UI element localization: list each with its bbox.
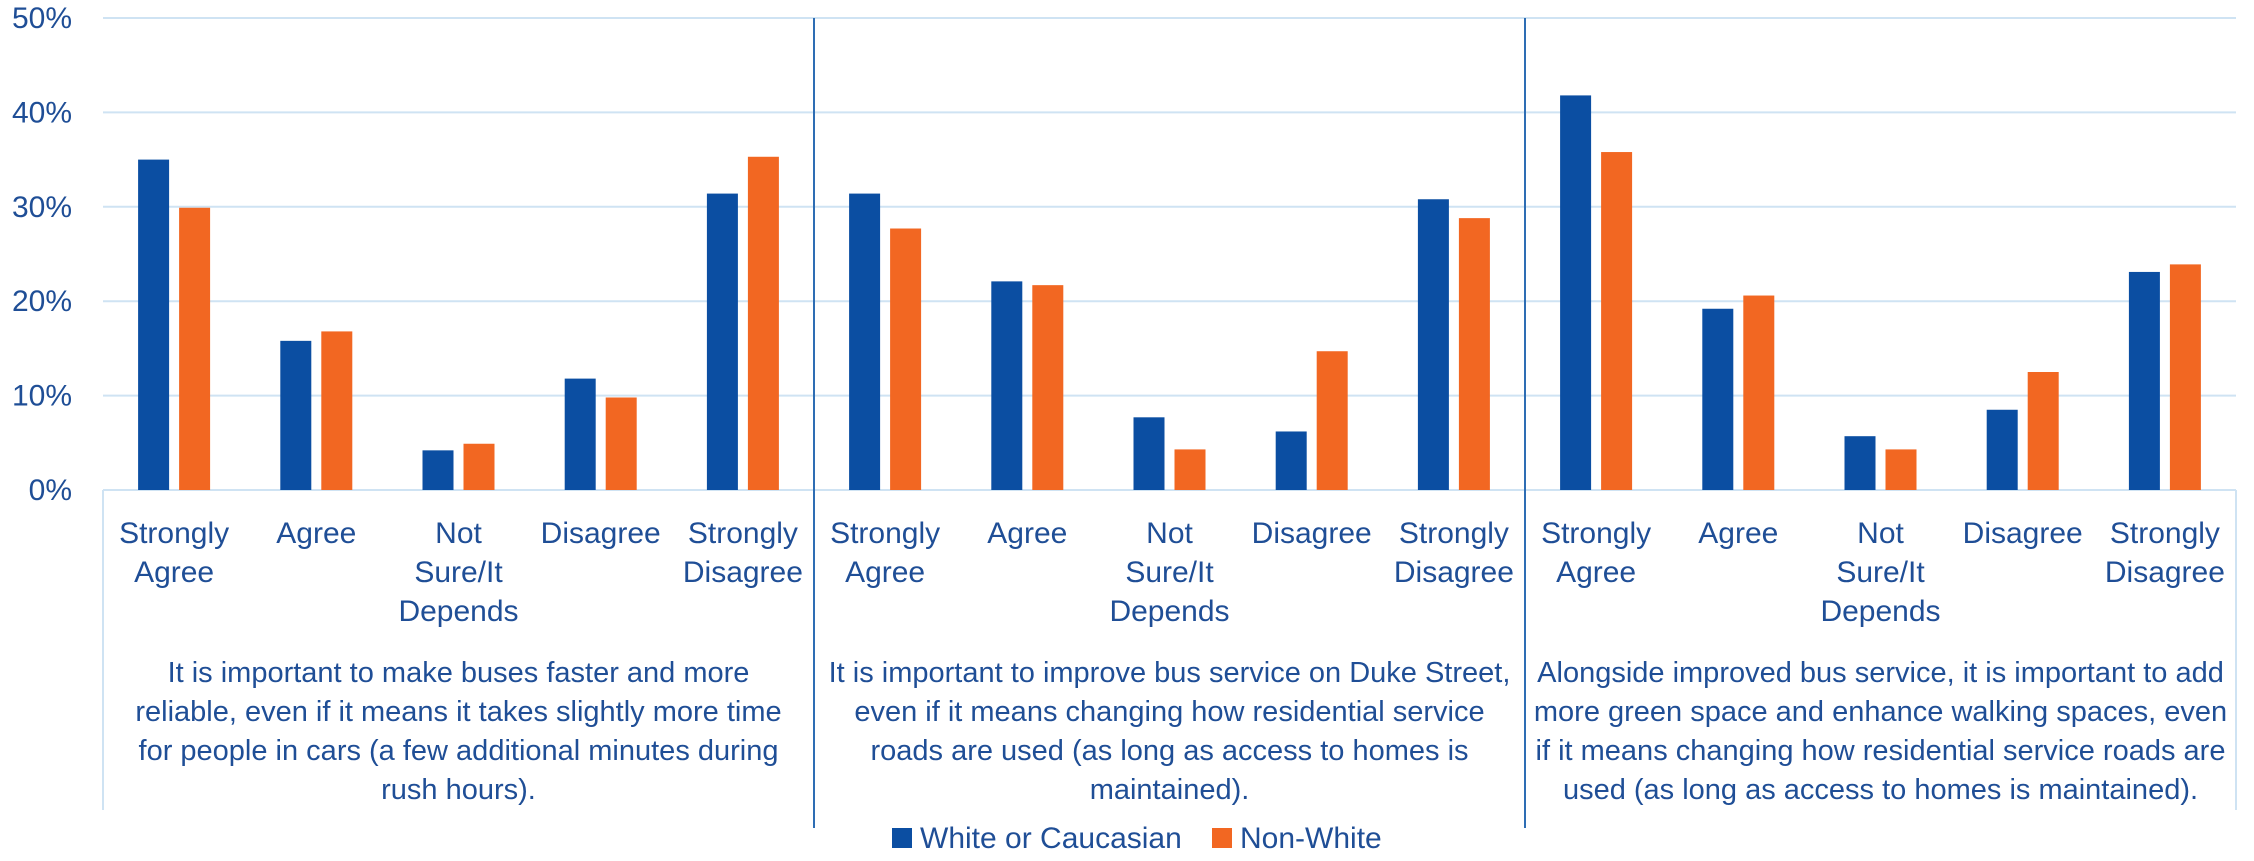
category-label: Agree <box>1698 517 1778 550</box>
group-caption-line: for people in cars (a few additional min… <box>139 735 779 767</box>
bar-non-white <box>1885 449 1917 490</box>
bar-white-or-caucasian <box>2128 271 2160 490</box>
category-label: Strongly Disagree <box>683 517 803 589</box>
legend-label: Non-White <box>1240 822 1382 855</box>
category-label: Strongly Disagree <box>1394 517 1514 589</box>
category-label: Strongly Disagree <box>2105 517 2225 589</box>
category-label-line: Sure/It <box>1836 556 1925 589</box>
group-caption-line: roads are used (as long as access to hom… <box>870 735 1468 767</box>
bar-non-white <box>890 228 922 490</box>
category-label-line: Depends <box>398 595 518 628</box>
legend-swatch <box>892 828 912 848</box>
category-label: Not Sure/It Depends <box>1109 517 1229 628</box>
group-caption-line: maintained). <box>1090 774 1250 806</box>
y-tick-label: 10% <box>12 380 72 413</box>
legend-label: White or Caucasian <box>920 822 1182 855</box>
bar-white-or-caucasian <box>706 193 738 491</box>
group-caption: It is important to make buses faster and… <box>135 657 781 806</box>
category-label-line: Agree <box>1556 556 1636 589</box>
category-label-line: Strongly <box>2110 517 2220 550</box>
bar-non-white <box>1174 449 1206 490</box>
category-label-line: Disagree <box>2105 556 2225 589</box>
category-label-line: Not <box>1857 517 1904 550</box>
category-label: Disagree <box>1963 517 2083 550</box>
bar-white-or-caucasian <box>1702 308 1734 490</box>
y-tick-label: 30% <box>12 191 72 224</box>
category-label: Strongly Agree <box>1541 517 1651 589</box>
bar-white-or-caucasian <box>1275 431 1307 490</box>
bar-white-or-caucasian <box>1986 409 2018 490</box>
category-label-line: Agree <box>987 517 1067 550</box>
group-caption-line: if it means changing how residential ser… <box>1536 735 2226 767</box>
category-label-line: Agree <box>1698 517 1778 550</box>
bar-non-white <box>179 207 211 490</box>
category-label-line: Disagree <box>1252 517 1372 550</box>
y-tick-label: 0% <box>29 474 72 507</box>
bar-non-white <box>1601 152 1633 490</box>
group-caption-line: It is important to make buses faster and… <box>168 657 750 689</box>
category-label-line: Disagree <box>683 556 803 589</box>
category-label: Agree <box>987 517 1067 550</box>
category-label-line: Not <box>435 517 482 550</box>
group-caption-line: even if it means changing how residentia… <box>854 696 1484 728</box>
group-caption-line: It is important to improve bus service o… <box>829 657 1511 689</box>
y-tick-label: 50% <box>12 2 72 35</box>
bar-non-white <box>1032 285 1064 490</box>
category-label-line: Not <box>1146 517 1193 550</box>
bar-non-white <box>1743 295 1775 490</box>
group-caption: It is important to improve bus service o… <box>829 657 1511 806</box>
legend-swatch <box>1212 828 1232 848</box>
bar-non-white <box>747 156 779 490</box>
bar-non-white <box>1316 351 1348 490</box>
bar-non-white <box>2027 372 2059 490</box>
category-label-line: Agree <box>134 556 214 589</box>
bar-white-or-caucasian <box>422 450 454 490</box>
bar-white-or-caucasian <box>138 159 170 490</box>
y-tick-label: 20% <box>12 285 72 318</box>
bar-white-or-caucasian <box>564 378 596 490</box>
category-label-line: Strongly <box>688 517 798 550</box>
category-label-line: Disagree <box>541 517 661 550</box>
category-label-line: Agree <box>276 517 356 550</box>
bar-non-white <box>605 397 637 490</box>
category-label: Disagree <box>1252 517 1372 550</box>
bar-white-or-caucasian <box>991 281 1023 490</box>
bar-white-or-caucasian <box>1133 417 1165 490</box>
group-caption-line: used (as long as access to homes is main… <box>1563 774 2198 806</box>
group-caption: Alongside improved bus service, it is im… <box>1534 657 2227 806</box>
category-label: Strongly Agree <box>830 517 940 589</box>
category-label-line: Agree <box>845 556 925 589</box>
bar-white-or-caucasian <box>1844 436 1876 490</box>
group-caption-line: rush hours). <box>381 774 536 806</box>
bar-white-or-caucasian <box>1560 95 1592 491</box>
bar-non-white <box>2169 264 2201 490</box>
category-label-line: Sure/It <box>1125 556 1214 589</box>
bar-white-or-caucasian <box>849 193 881 491</box>
bar-white-or-caucasian <box>1417 199 1449 491</box>
category-label-line: Depends <box>1109 595 1229 628</box>
bar-white-or-caucasian <box>280 340 312 490</box>
category-label-line: Disagree <box>1394 556 1514 589</box>
category-label: Not Sure/It Depends <box>1820 517 1940 628</box>
category-label: Agree <box>276 517 356 550</box>
group-caption-line: more green space and enhance walking spa… <box>1534 696 2227 728</box>
category-label-line: Strongly <box>830 517 940 550</box>
bar-non-white <box>1458 218 1490 491</box>
category-label: Not Sure/It Depends <box>398 517 518 628</box>
bar-non-white <box>463 443 495 490</box>
category-label-line: Depends <box>1820 595 1940 628</box>
category-label-line: Strongly <box>1399 517 1509 550</box>
category-label-line: Sure/It <box>414 556 503 589</box>
bar-non-white <box>321 331 353 490</box>
y-tick-label: 40% <box>12 96 72 129</box>
category-label-line: Strongly <box>1541 517 1651 550</box>
category-label: Disagree <box>541 517 661 550</box>
group-caption-line: Alongside improved bus service, it is im… <box>1537 657 2224 689</box>
category-label-line: Disagree <box>1963 517 2083 550</box>
category-label-line: Strongly <box>119 517 229 550</box>
group-caption-line: reliable, even if it means it takes slig… <box>135 696 781 728</box>
category-label: Strongly Agree <box>119 517 229 589</box>
